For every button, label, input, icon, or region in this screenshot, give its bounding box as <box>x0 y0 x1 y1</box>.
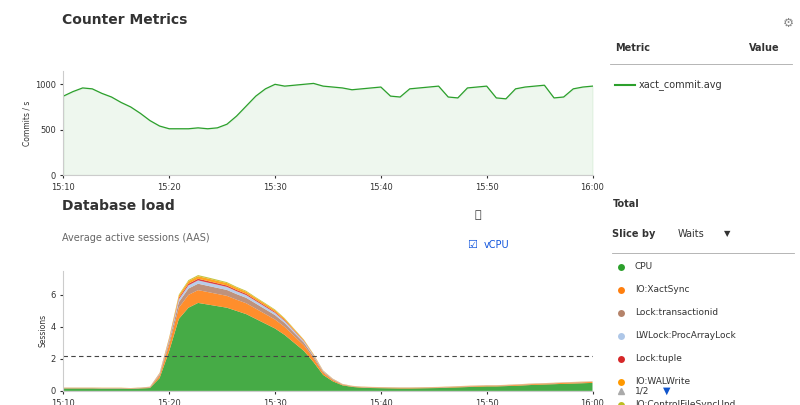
Text: xact_commit.avg: xact_commit.avg <box>638 79 722 90</box>
Text: IO:XactSync: IO:XactSync <box>634 286 689 294</box>
Text: ⏸: ⏸ <box>474 210 481 220</box>
Text: Waits: Waits <box>678 229 704 239</box>
Text: vCPU: vCPU <box>484 240 510 250</box>
Text: Lock:transactionid: Lock:transactionid <box>634 309 718 318</box>
Text: CPU: CPU <box>634 262 653 271</box>
Text: Counter Metrics: Counter Metrics <box>62 13 187 27</box>
Text: 1/2: 1/2 <box>634 386 649 395</box>
Text: LWLock:ProcArrayLock: LWLock:ProcArrayLock <box>634 331 735 341</box>
Text: Metric: Metric <box>614 43 650 53</box>
Text: Value: Value <box>749 43 780 53</box>
Text: Total: Total <box>613 199 639 209</box>
Text: Database load: Database load <box>62 199 174 213</box>
Text: Slice by: Slice by <box>613 229 656 239</box>
Text: ⚙: ⚙ <box>782 17 794 30</box>
Text: IO:ControlFileSyncUpd...: IO:ControlFileSyncUpd... <box>634 401 744 405</box>
Text: Average active sessions (AAS): Average active sessions (AAS) <box>62 233 210 243</box>
Text: ▼: ▼ <box>723 229 730 238</box>
Text: ☑: ☑ <box>467 240 478 250</box>
Text: Lock:tuple: Lock:tuple <box>634 354 682 363</box>
Text: ▼: ▼ <box>663 386 670 396</box>
Text: IO:WALWrite: IO:WALWrite <box>634 377 690 386</box>
